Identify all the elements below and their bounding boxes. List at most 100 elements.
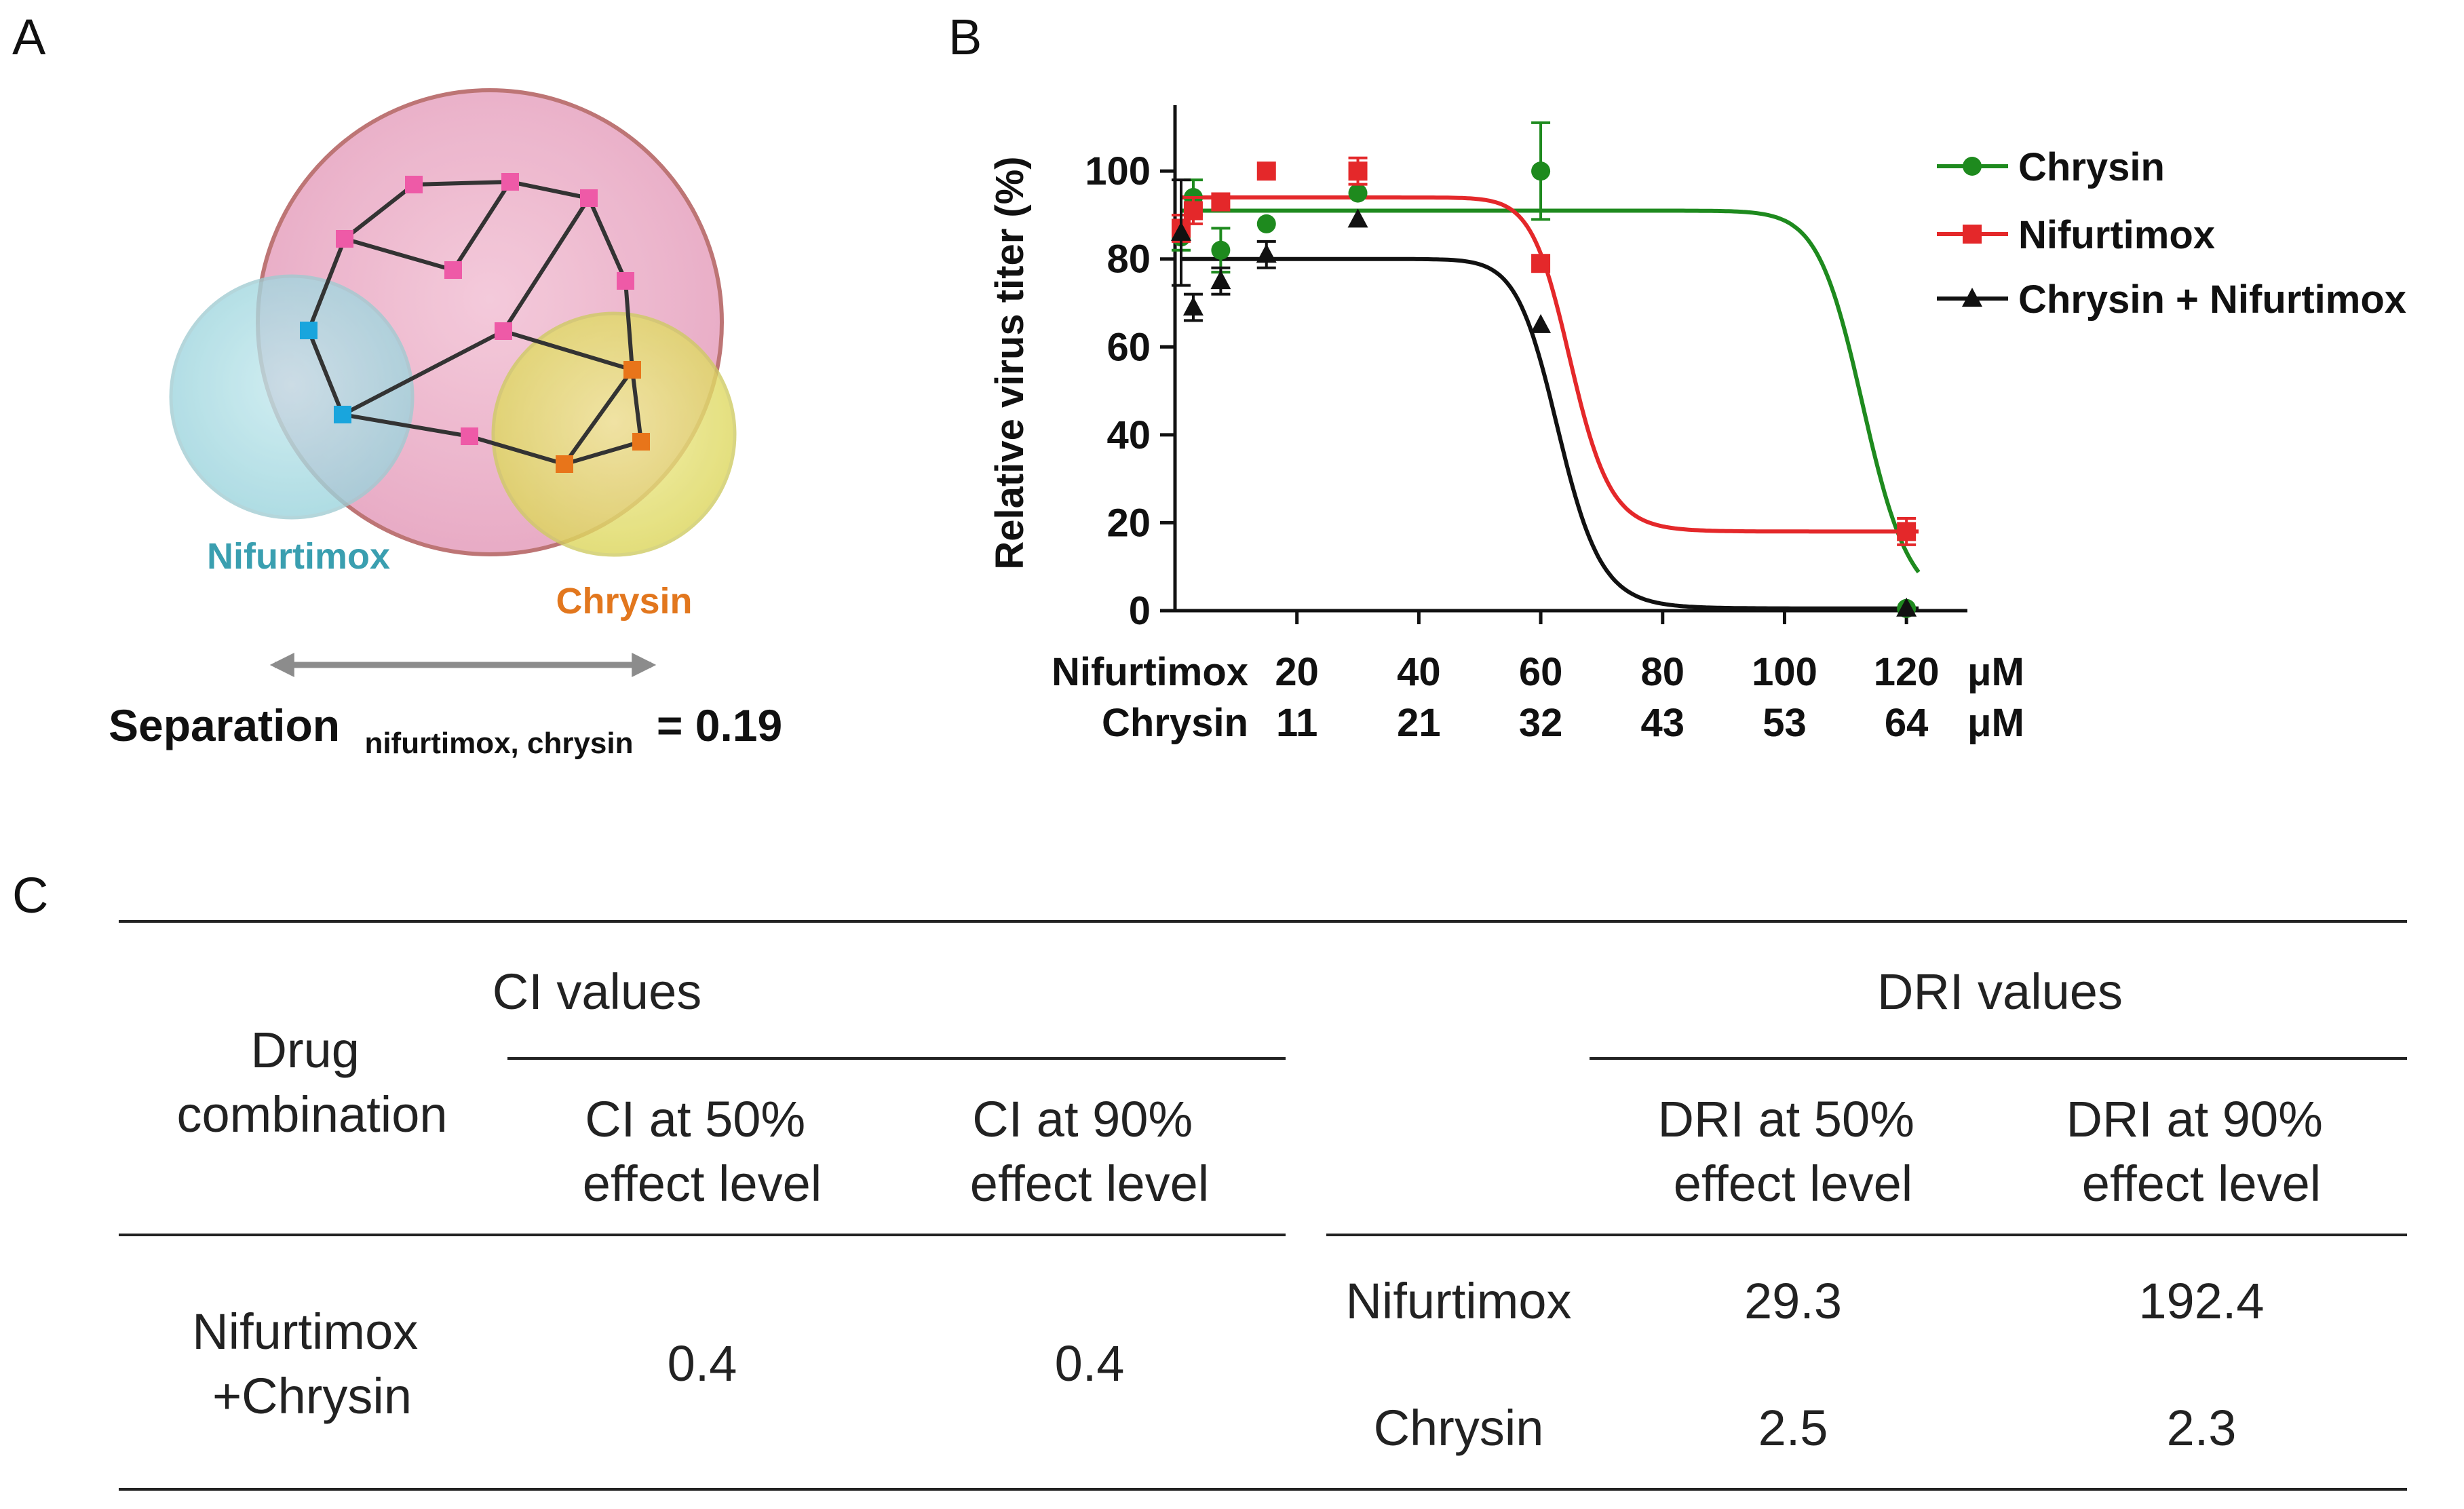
combination-cell-line2: +Chrysin xyxy=(212,1368,412,1424)
separation-subscript: nifurtimox, chrysin xyxy=(364,727,633,760)
ci90-header-line1: CI at 90% xyxy=(972,1091,1193,1147)
dri-row-drug: Chrysin xyxy=(1374,1400,1544,1456)
network-edge xyxy=(413,180,511,187)
x-row-unit: μM xyxy=(1967,701,2024,745)
data-point xyxy=(1256,244,1277,263)
network-edge xyxy=(343,183,415,241)
network-node xyxy=(617,272,634,290)
chart-legend: Chrysin Nifurtimox Chrysin + Nifurtimox xyxy=(1937,145,2406,322)
data-points xyxy=(1170,121,1917,618)
data-point xyxy=(1531,254,1551,273)
legend-marker xyxy=(1963,157,1982,176)
network-edge xyxy=(509,180,590,200)
legend-label: Nifurtimox xyxy=(2018,213,2215,257)
ci90-header-line2: effect level xyxy=(970,1155,1209,1212)
network-diagram: Nifurtimox Chrysin Separation nifurtimox… xyxy=(109,88,782,763)
x-tick-label: 120 xyxy=(1874,650,1940,694)
x-tick-label: 100 xyxy=(1752,650,1817,694)
network-node xyxy=(461,427,478,445)
combination-cell: Nifurtimox +Chrysin xyxy=(192,1303,432,1424)
y-tick-label: 100 xyxy=(1085,149,1151,193)
network-edges xyxy=(307,180,643,466)
separation-value: = 0.19 xyxy=(657,700,782,750)
separation-formula: Separation nifurtimox, chrysin = 0.19 xyxy=(109,700,782,763)
ci-group-header: CI values xyxy=(493,963,701,1020)
ci50-header-line1: CI at 50% xyxy=(585,1091,805,1147)
combination-cell-line1: Nifurtimox xyxy=(192,1303,418,1360)
ci90-header: CI at 90% effect level xyxy=(970,1091,1209,1212)
network-node xyxy=(501,173,519,191)
nifurtimox-target-node xyxy=(334,406,351,423)
data-point xyxy=(1348,183,1368,203)
data-point xyxy=(1531,161,1551,181)
x-tick-label: 20 xyxy=(1275,650,1319,694)
chrysin-target-node xyxy=(556,455,573,473)
data-point xyxy=(1210,270,1231,290)
dri90-value: 192.4 xyxy=(2138,1273,2264,1329)
dri50-header-line2: effect level xyxy=(1674,1155,1912,1212)
network-node xyxy=(405,176,423,193)
data-point xyxy=(1211,192,1231,212)
dri50-header: DRI at 50% effect level xyxy=(1658,1091,1929,1212)
dri90-header: DRI at 90% effect level xyxy=(2066,1091,2337,1212)
x-tick-label: 80 xyxy=(1641,650,1685,694)
legend-marker xyxy=(1963,225,1982,244)
separation-label: Separation xyxy=(109,700,340,750)
dri50-value: 29.3 xyxy=(1744,1273,1842,1329)
data-point xyxy=(1182,297,1204,316)
chrysin-target-node xyxy=(632,433,650,451)
network-nodes xyxy=(300,173,650,473)
fit-curves xyxy=(1181,195,1921,611)
network-edge xyxy=(307,329,345,416)
x-tick-label: 11 xyxy=(1276,701,1317,745)
data-point xyxy=(1256,214,1276,233)
data-point xyxy=(1183,201,1203,221)
drug-combination-header-line2: combination xyxy=(176,1086,447,1143)
dri-row-drug: Nifurtimox xyxy=(1345,1273,1571,1329)
fit-curve xyxy=(1181,208,1921,574)
data-point xyxy=(1256,161,1276,181)
drug-combination-header: Drug combination xyxy=(176,1022,447,1143)
fit-curve xyxy=(1181,256,1919,611)
x-row-unit: μM xyxy=(1967,650,2024,694)
nifurtimox-target-circle xyxy=(169,274,415,520)
x-tick-label: 32 xyxy=(1519,701,1563,745)
network-edge xyxy=(344,237,454,272)
dose-response-chart: Relative virus titer (%) 0 20 40 60 80 100 Ni… xyxy=(988,105,2406,745)
dri90-header-line2: effect level xyxy=(2082,1155,2321,1212)
y-tick-label: 80 xyxy=(1106,237,1151,282)
panel-label-b: B xyxy=(948,9,982,65)
network-edge xyxy=(307,237,347,332)
drug-combination-header-line1: Drug xyxy=(251,1022,360,1078)
network-edge xyxy=(623,280,634,370)
panel-label-a: A xyxy=(12,9,46,65)
data-point xyxy=(1211,240,1231,260)
network-edge xyxy=(630,369,643,442)
x-row-label: Nifurtimox xyxy=(1052,650,1248,694)
network-edge xyxy=(341,329,505,417)
legend-label: Chrysin + Nifurtimox xyxy=(2018,278,2406,322)
dri50-header-line1: DRI at 50% xyxy=(1658,1091,1914,1147)
x-tick-label: 64 xyxy=(1885,701,1929,745)
network-edge xyxy=(469,434,565,466)
network-edge xyxy=(342,413,470,438)
dri50-value: 2.5 xyxy=(1758,1400,1828,1456)
y-tick-label: 60 xyxy=(1106,325,1151,369)
data-point xyxy=(1531,313,1552,333)
dri90-header-line1: DRI at 90% xyxy=(2066,1091,2323,1147)
nifurtimox-target-node xyxy=(300,322,317,339)
y-tick-label: 20 xyxy=(1106,501,1151,545)
network-edge xyxy=(501,197,591,332)
data-point xyxy=(1170,221,1191,241)
ci50-value: 0.4 xyxy=(668,1335,737,1392)
y-tick-label: 0 xyxy=(1129,589,1151,633)
network-edge xyxy=(587,197,628,282)
network-node xyxy=(580,189,598,207)
network-node xyxy=(444,261,462,279)
dri-group-header: DRI values xyxy=(1877,963,2123,1020)
y-tick-label: 40 xyxy=(1106,413,1151,457)
nifurtimox-label: Nifurtimox xyxy=(207,536,390,577)
y-axis-label: Relative virus titer (%) xyxy=(988,156,1032,569)
chrysin-target-circle xyxy=(491,311,737,557)
chrysin-label: Chrysin xyxy=(556,581,692,622)
